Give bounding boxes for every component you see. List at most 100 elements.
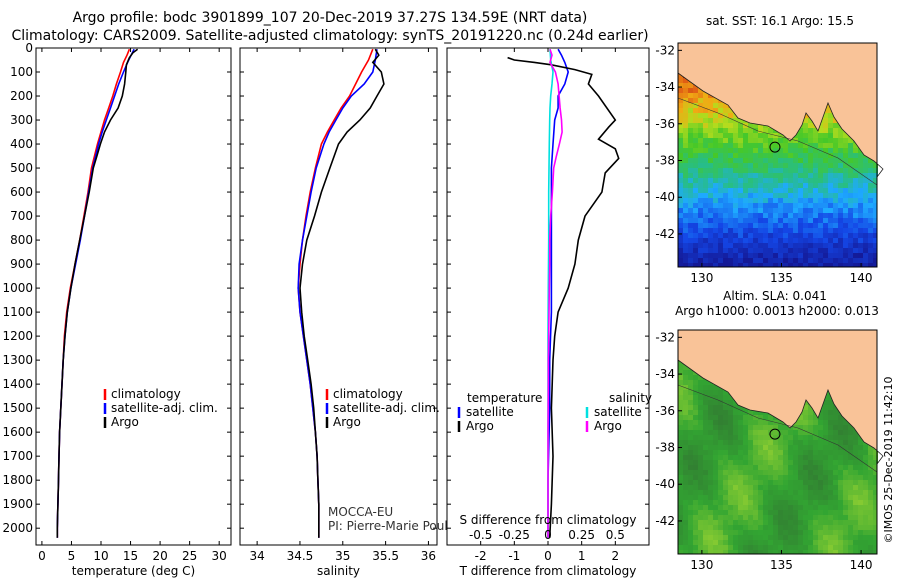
map-cell [873,510,878,515]
map-cell [873,183,878,188]
map-cell [858,510,863,515]
map-cell [693,415,698,420]
map-cell [838,203,843,208]
map-cell [833,248,838,253]
map-cell [838,475,843,480]
x-axis-label: T difference from climatology [459,564,637,578]
map-cell [778,420,783,425]
map-cell [728,430,733,435]
map-cell [833,535,838,540]
map-cell [713,188,718,193]
map-cell [693,440,698,445]
map-cell [708,228,713,233]
map-cell [783,153,788,158]
map-cell [843,173,848,178]
map-cell [843,425,848,430]
map-cell [848,143,853,148]
map-cell [768,545,773,550]
map-cell [763,530,768,535]
map-cell [783,188,788,193]
map-cell [718,475,723,480]
map-cell [863,500,868,505]
map-cell [713,243,718,248]
map-cell [813,178,818,183]
map-cell [683,465,688,470]
map-cell [738,415,743,420]
map-cell [713,420,718,425]
map-cell [733,430,738,435]
map-cell [733,415,738,420]
map-cell [683,455,688,460]
map-cell [788,450,793,455]
y-tick-label: 900 [10,257,33,271]
map-cell [843,203,848,208]
map-cell [708,103,713,108]
map-cell [718,455,723,460]
map-cell [788,500,793,505]
map-cell [698,108,703,113]
map-cell [808,188,813,193]
map-cell [718,550,723,554]
map-cell [873,163,878,168]
map-cell [758,535,763,540]
map-cell [858,490,863,495]
map-cell [793,505,798,510]
map-cell [698,153,703,158]
map-cell [873,525,878,530]
y-tick-label: 400 [10,137,33,151]
map-cell [758,173,763,178]
map-cell [798,228,803,233]
map-cell [683,515,688,520]
map-cell [688,128,693,133]
map-cell [733,470,738,475]
map-cell [823,410,828,415]
map-cell [748,470,753,475]
map-cell [778,465,783,470]
map-cell [713,133,718,138]
map-cell [748,133,753,138]
map-cell [688,198,693,203]
map-cell [683,233,688,238]
map-cell [828,208,833,213]
map-cell [753,158,758,163]
map-cell [698,540,703,545]
map-cell [728,505,733,510]
map-cell [778,440,783,445]
map-cell [798,223,803,228]
map-cell [753,525,758,530]
map-cell [823,505,828,510]
map-cell [778,218,783,223]
map-cell [753,188,758,193]
map-cell [778,163,783,168]
map-cell [683,370,688,375]
map-cell [723,238,728,243]
map-cell [723,400,728,405]
map-cell [813,253,818,258]
map-cell [703,480,708,485]
map-cell [678,360,683,365]
legend-label: Argo [333,415,361,429]
map-cell [823,143,828,148]
map-cell [703,400,708,405]
map-cell [723,390,728,395]
map-cell [793,198,798,203]
map-cell [843,168,848,173]
map-cell [788,530,793,535]
map-cell [713,500,718,505]
legend-label: Argo [111,415,139,429]
map-cell [753,263,758,267]
map-cell [678,540,683,545]
map-cell [858,485,863,490]
map-cell [713,233,718,238]
map-cell [838,445,843,450]
map-cell [718,193,723,198]
map-cell [728,410,733,415]
map-cell [798,158,803,163]
map-cell [853,430,858,435]
map-cell [708,475,713,480]
map-cell [718,390,723,395]
map-cell [798,208,803,213]
map-cell [743,435,748,440]
map-cell [818,430,823,435]
map-cell [833,138,838,143]
